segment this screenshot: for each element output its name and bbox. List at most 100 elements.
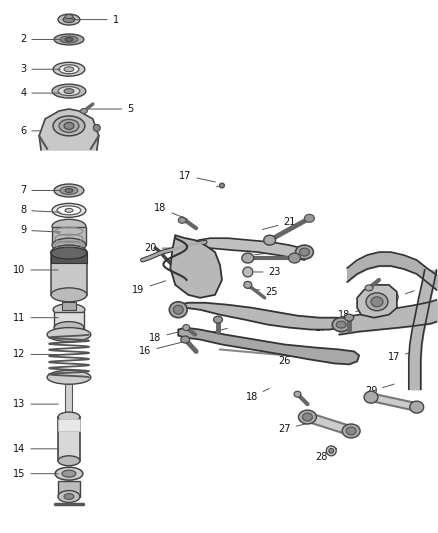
Text: 18: 18 (149, 330, 186, 343)
Ellipse shape (51, 245, 87, 259)
Text: 15: 15 (13, 469, 58, 479)
Ellipse shape (53, 116, 85, 136)
Text: 18: 18 (154, 204, 187, 219)
Ellipse shape (93, 124, 100, 131)
Ellipse shape (60, 187, 78, 195)
Text: 20: 20 (144, 243, 180, 253)
Ellipse shape (329, 448, 334, 453)
Polygon shape (357, 285, 397, 318)
Ellipse shape (298, 410, 316, 424)
Text: 17: 17 (388, 352, 411, 362)
Text: 6: 6 (20, 126, 60, 136)
Ellipse shape (57, 206, 81, 215)
Ellipse shape (64, 494, 74, 499)
Ellipse shape (264, 235, 276, 245)
Ellipse shape (183, 325, 190, 330)
Polygon shape (195, 238, 307, 260)
Ellipse shape (58, 456, 80, 466)
Text: 17: 17 (194, 328, 227, 341)
FancyBboxPatch shape (58, 419, 80, 431)
Ellipse shape (214, 316, 223, 323)
Ellipse shape (300, 248, 309, 256)
Ellipse shape (64, 67, 74, 72)
Ellipse shape (60, 36, 78, 43)
Text: 26: 26 (279, 352, 307, 366)
Text: 16: 16 (139, 340, 190, 357)
Text: 27: 27 (278, 422, 314, 434)
Text: 29: 29 (365, 384, 394, 396)
FancyBboxPatch shape (51, 253, 87, 263)
Text: 25: 25 (247, 287, 278, 297)
Text: 11: 11 (13, 313, 58, 322)
Ellipse shape (170, 302, 187, 318)
Text: 18: 18 (246, 389, 269, 402)
Ellipse shape (52, 84, 86, 98)
Text: 8: 8 (20, 205, 60, 215)
Text: 17: 17 (315, 322, 346, 333)
Ellipse shape (81, 109, 87, 114)
Text: 30: 30 (388, 291, 414, 303)
Ellipse shape (54, 184, 84, 197)
Ellipse shape (65, 189, 73, 192)
Text: 2: 2 (20, 35, 60, 44)
Ellipse shape (65, 208, 73, 212)
Ellipse shape (304, 214, 314, 222)
Ellipse shape (365, 285, 373, 291)
Ellipse shape (52, 204, 86, 217)
Ellipse shape (173, 305, 183, 314)
Ellipse shape (47, 328, 91, 342)
Text: 28: 28 (315, 448, 337, 462)
Ellipse shape (64, 123, 74, 130)
Ellipse shape (326, 446, 336, 456)
Ellipse shape (294, 391, 301, 397)
Ellipse shape (364, 391, 378, 403)
Text: 3: 3 (20, 64, 60, 74)
Ellipse shape (366, 293, 388, 311)
Ellipse shape (346, 427, 356, 435)
FancyBboxPatch shape (58, 417, 80, 461)
Ellipse shape (51, 288, 87, 302)
Ellipse shape (296, 245, 314, 259)
Ellipse shape (63, 17, 75, 22)
Ellipse shape (181, 336, 190, 343)
Ellipse shape (55, 467, 83, 480)
Ellipse shape (53, 304, 85, 316)
Ellipse shape (59, 65, 79, 74)
Ellipse shape (371, 297, 383, 307)
Text: 17: 17 (179, 171, 215, 182)
Ellipse shape (65, 14, 73, 19)
FancyBboxPatch shape (62, 302, 76, 310)
Text: 5: 5 (86, 104, 134, 114)
Text: 13: 13 (13, 399, 58, 409)
Text: 14: 14 (13, 444, 58, 454)
Ellipse shape (58, 14, 80, 25)
Ellipse shape (62, 470, 76, 477)
FancyBboxPatch shape (52, 227, 86, 245)
Ellipse shape (336, 321, 346, 328)
Ellipse shape (303, 413, 312, 421)
Ellipse shape (178, 217, 186, 223)
FancyBboxPatch shape (65, 384, 72, 417)
Ellipse shape (52, 219, 86, 233)
Text: 23: 23 (251, 267, 281, 277)
Ellipse shape (65, 37, 73, 42)
Ellipse shape (219, 183, 224, 188)
Ellipse shape (58, 490, 80, 503)
Text: 1: 1 (72, 14, 119, 25)
Polygon shape (172, 303, 347, 329)
Ellipse shape (342, 424, 360, 438)
FancyBboxPatch shape (54, 312, 84, 328)
Polygon shape (39, 109, 99, 151)
Text: 10: 10 (13, 265, 58, 275)
Text: 7: 7 (20, 185, 60, 196)
FancyBboxPatch shape (51, 252, 87, 295)
Text: 9: 9 (20, 225, 60, 235)
Ellipse shape (58, 412, 80, 422)
Text: 4: 4 (20, 88, 60, 98)
Ellipse shape (64, 88, 74, 94)
Ellipse shape (345, 314, 353, 321)
Text: 19: 19 (132, 281, 166, 295)
Ellipse shape (51, 247, 87, 259)
Ellipse shape (289, 253, 300, 263)
Ellipse shape (53, 62, 85, 76)
